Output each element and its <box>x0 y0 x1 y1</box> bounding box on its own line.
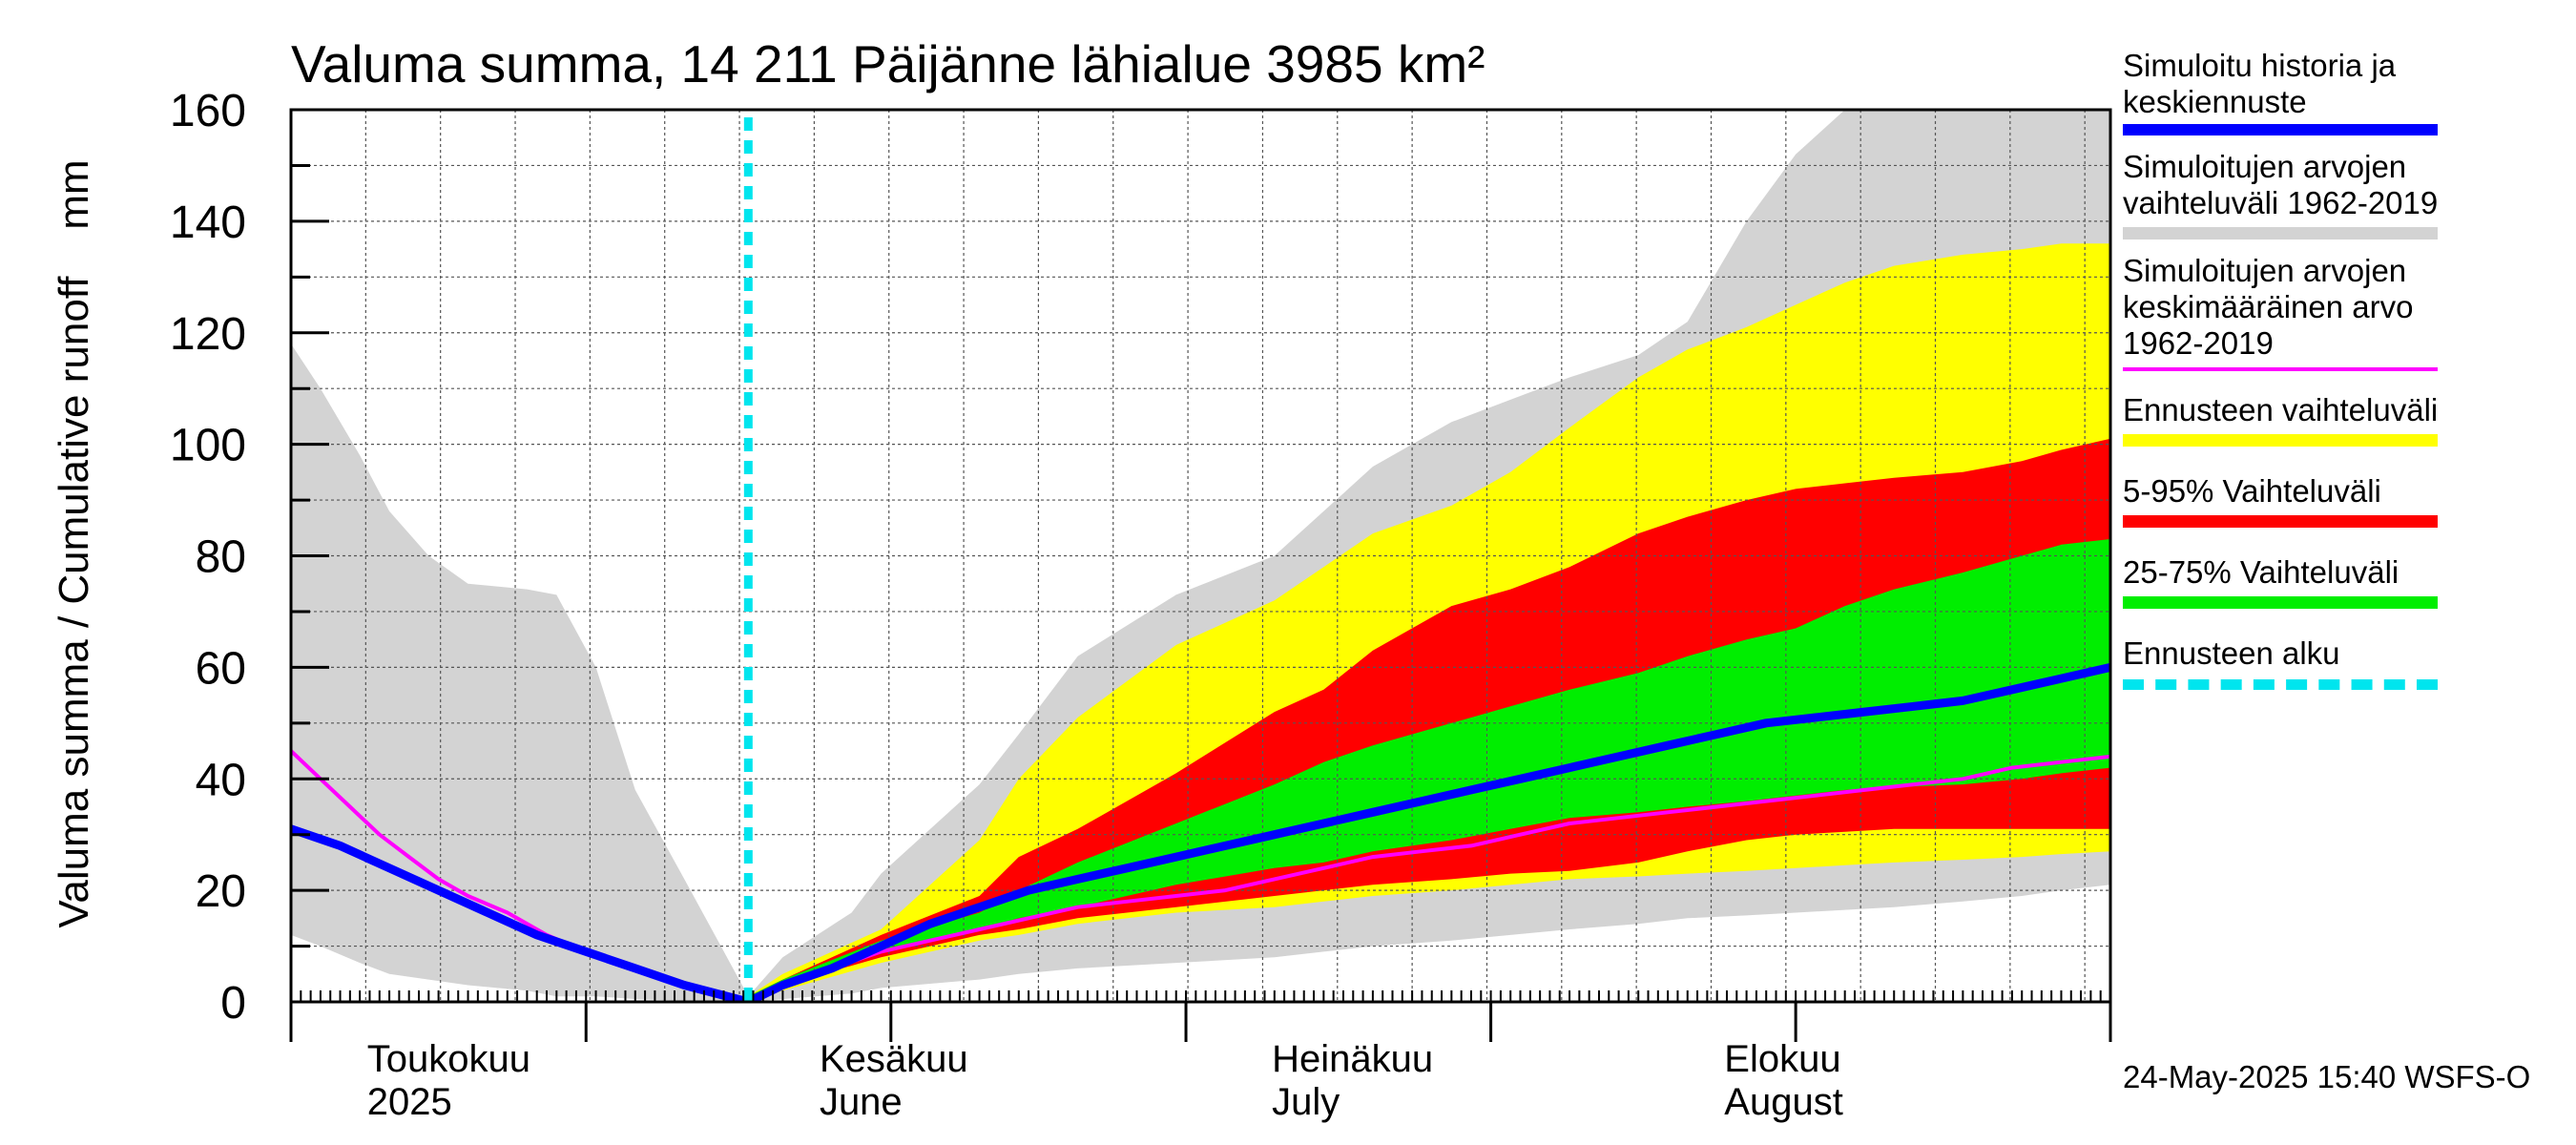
x-month-label: Elokuu <box>1724 1038 1840 1080</box>
legend: Simuloitu historia ja keskiennuste Simul… <box>2123 48 2504 690</box>
y-tick-label: 100 <box>170 421 246 471</box>
legend-swatch-grey <box>2123 227 2438 239</box>
legend-swatch-yellow <box>2123 434 2438 447</box>
band-p25-75 <box>748 539 2110 1002</box>
timestamp: 24-May-2025 15:40 WSFS-O <box>2123 1059 2531 1094</box>
legend-item-hist-range: Simuloitujen arvojen vaihteluväli 1962-2… <box>2123 149 2504 239</box>
legend-swatch-red <box>2123 515 2438 528</box>
legend-label: Simuloitujen arvojen vaihteluväli 1962-2… <box>2123 149 2439 220</box>
y-tick-label: 60 <box>196 643 246 694</box>
legend-swatch-magenta <box>2123 367 2438 371</box>
series-line-mean <box>291 749 2110 1002</box>
legend-item-forecast-range: Ennusteen vaihteluväli <box>2123 392 2504 447</box>
lines-layer <box>291 117 2110 1002</box>
x-month-sublabel: June <box>820 1081 903 1123</box>
legend-label: 5-95% Vaihteluväli <box>2123 473 2381 509</box>
y-tick-label: 140 <box>170 198 246 248</box>
y-tick-label: 0 <box>220 978 246 1029</box>
legend-label: Simuloitujen arvojen keskimääräinen arvo… <box>2123 253 2414 361</box>
x-month-label: Heinäkuu <box>1272 1038 1433 1080</box>
legend-swatch-blue <box>2123 124 2438 135</box>
legend-label: 25-75% Vaihteluväli <box>2123 554 2399 590</box>
legend-item-history: Simuloitu historia ja keskiennuste <box>2123 48 2504 135</box>
y-tick-label: 120 <box>170 309 246 360</box>
legend-item-p5-95: 5-95% Vaihteluväli <box>2123 473 2504 528</box>
y-tick-label: 160 <box>170 86 246 136</box>
legend-item-forecast-start: Ennusteen alku <box>2123 635 2504 690</box>
legend-swatch-green <box>2123 596 2438 609</box>
x-month-sublabel: August <box>1724 1081 1843 1123</box>
x-month-sublabel: 2025 <box>367 1081 452 1123</box>
legend-label: Ennusteen vaihteluväli <box>2123 392 2439 427</box>
y-tick-label: 80 <box>196 532 246 583</box>
legend-label: Ennusteen alku <box>2123 635 2340 671</box>
x-month-label: Toukokuu <box>367 1038 530 1080</box>
axes-layer <box>289 108 2112 1042</box>
y-tick-label: 20 <box>196 866 246 917</box>
chart-title: Valuma summa, 14 211 Päijänne lähialue 3… <box>291 34 1485 94</box>
legend-swatch-cyan-dash <box>2123 679 2438 690</box>
series-line-history-forecast <box>291 663 2110 1002</box>
y-tick-label: 40 <box>196 755 246 805</box>
x-month-label: Kesäkuu <box>820 1038 968 1080</box>
legend-item-p25-75: 25-75% Vaihteluväli <box>2123 554 2504 609</box>
legend-label: Simuloitu historia ja keskiennuste <box>2123 48 2397 119</box>
y-axis-label: Valuma summa / Cumulative runoff mm <box>51 159 97 927</box>
x-month-sublabel: July <box>1272 1081 1340 1123</box>
legend-item-mean: Simuloitujen arvojen keskimääräinen arvo… <box>2123 253 2504 371</box>
